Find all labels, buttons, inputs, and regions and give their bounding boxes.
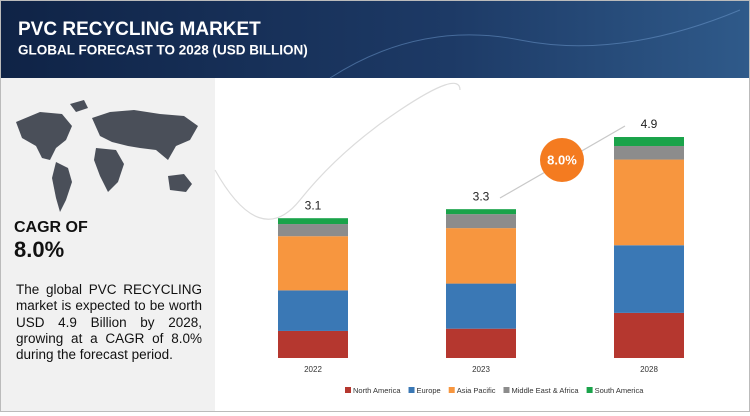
bar-segment [614,137,684,147]
total-label: 3.1 [305,198,322,212]
cagr-label: CAGR OF [14,219,88,236]
bar-segment [278,330,348,358]
bar-segment [614,312,684,358]
legend-label: Asia Pacific [457,386,496,395]
total-label: 3.3 [473,189,490,203]
bar-segment [446,214,516,229]
bar-segment [614,146,684,160]
cagr-bubble [540,138,584,182]
legend-swatch [345,387,351,393]
bar-segment [446,228,516,284]
legend-swatch [448,387,455,393]
decorative-curve [214,82,461,220]
bar-segment [278,236,348,291]
legend-swatch [503,387,510,393]
title: PVC RECYCLING MARKET [18,19,261,40]
bar-segment [278,218,348,225]
x-tick-label: 2023 [472,365,490,374]
bar-segment [446,328,516,358]
legend-label: Middle East & Africa [511,386,579,395]
bar-segment [614,245,684,313]
legend-label: North America [353,386,401,395]
bar-segment [446,209,516,215]
cagr-annotation: 8.0% [547,152,577,167]
legend-label: South America [595,386,645,395]
bar-segment [446,283,516,329]
legend-label: Europe [417,386,441,395]
header-background [0,0,750,78]
legend-swatch [408,387,415,393]
description: The global PVC RECYCLING market is expec… [16,282,202,363]
bar-segment [614,159,684,246]
bar-segment [278,224,348,237]
total-label: 4.9 [641,117,658,131]
x-tick-label: 2028 [640,365,658,374]
legend-swatch [586,387,593,393]
x-tick-label: 2022 [304,365,322,374]
world-map [16,100,198,212]
cagr-value: 8.0% [14,237,64,262]
subtitle: GLOBAL FORECAST TO 2028 (USD BILLION) [18,43,308,58]
header-decoration [329,9,741,79]
bar-segment [278,290,348,331]
